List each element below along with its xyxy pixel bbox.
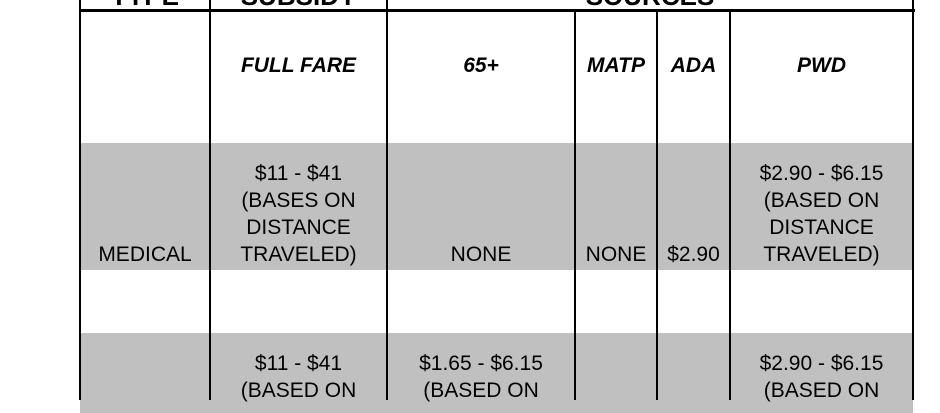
row-bg [80, 143, 913, 270]
cell-text: $11 - $41 [254, 162, 343, 185]
column-line [386, 0, 388, 400]
cell-text: $2.90 - $6.15 [759, 352, 884, 375]
header-border [80, 9, 915, 12]
cell-text: DISTANCE [246, 216, 351, 239]
page: TYPESUBSIDYSOURCES FULL FARE 65+ MATP ADA PWD… [79, 0, 915, 413]
column-line [656, 10, 658, 400]
column-line [912, 0, 914, 400]
cell-text: $2.90 - $6.15 [759, 162, 884, 185]
column-line [729, 10, 731, 400]
cell-text: NONE [450, 243, 512, 266]
top-header-cell: TYPE [80, 0, 210, 10]
subheader-cell: ADA [670, 54, 717, 77]
column-line [209, 0, 211, 400]
cell-text: TRAVELED) [763, 243, 880, 266]
cell-text: NONE [585, 243, 647, 266]
cell-text: DISTANCE [769, 216, 874, 239]
top-header-cell: SOURCES [387, 0, 913, 10]
cell-text: (BASED ON [763, 189, 880, 212]
column-line [79, 0, 81, 400]
cell-text: TRAVELED) [240, 243, 357, 266]
subheader-cell: MATP [587, 54, 645, 77]
cell-text: $1.65 - $6.15 [419, 352, 543, 375]
cell-text: MEDICAL [98, 243, 192, 266]
cell-text: (BASES ON [241, 189, 356, 212]
subheader-cell: FULL FARE [240, 54, 357, 77]
cell-text: $2.90 [667, 243, 720, 266]
cell-text: (BASED ON [423, 379, 539, 402]
subheader-cell: PWD [797, 54, 846, 77]
top-header-cell: SUBSIDY [210, 0, 387, 10]
cell-text: (BASED ON [763, 379, 880, 402]
subheader-cell: 65+ [463, 54, 499, 77]
cell-text: (BASED ON [240, 379, 357, 402]
cell-text: $11 - $41 [254, 352, 343, 375]
column-line [574, 10, 576, 400]
